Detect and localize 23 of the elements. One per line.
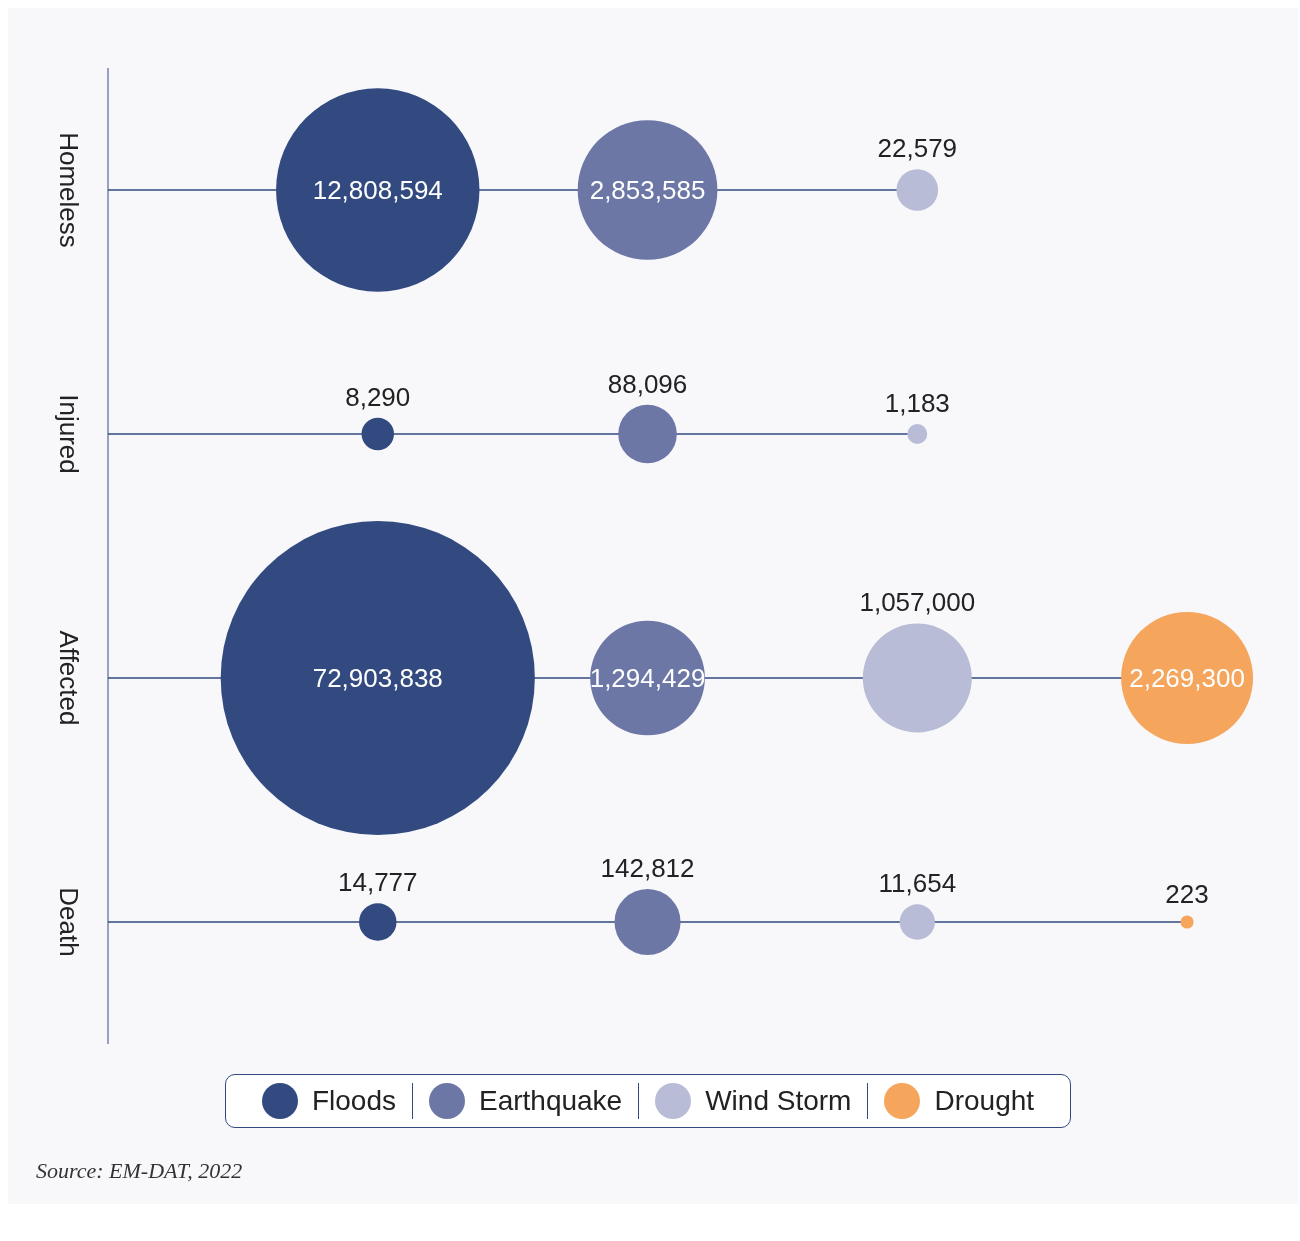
data-label: 1,183	[884, 388, 950, 419]
data-label: 223	[1165, 879, 1209, 910]
data-label: 11,654	[878, 868, 957, 899]
legend-label: Floods	[311, 1085, 396, 1117]
legend-label: Wind Storm	[705, 1085, 852, 1117]
category-label: Injured	[54, 394, 84, 474]
data-label: 88,096	[607, 368, 688, 399]
data-label: 142,812	[600, 852, 695, 883]
data-label: 1,057,000	[859, 587, 976, 618]
data-label: 2,269,300	[1129, 663, 1245, 693]
data-label: 8,290	[345, 381, 411, 412]
legend-label: Drought	[934, 1085, 1035, 1117]
data-label: 72,903,838	[312, 663, 443, 693]
category-label: Homeless	[54, 132, 84, 248]
data-label: 12,808,594	[312, 175, 443, 205]
category-label: Death	[54, 887, 84, 957]
data-label: 1,294,429	[589, 663, 706, 693]
source-note: Source: EM-DAT, 2022	[35, 1157, 244, 1185]
legend-label: Earthquake	[478, 1085, 623, 1117]
category-label: Affected	[54, 630, 84, 726]
data-label: 2,853,585	[589, 175, 706, 205]
data-label: 22,579	[877, 133, 958, 164]
data-label: 14,777	[338, 867, 418, 898]
